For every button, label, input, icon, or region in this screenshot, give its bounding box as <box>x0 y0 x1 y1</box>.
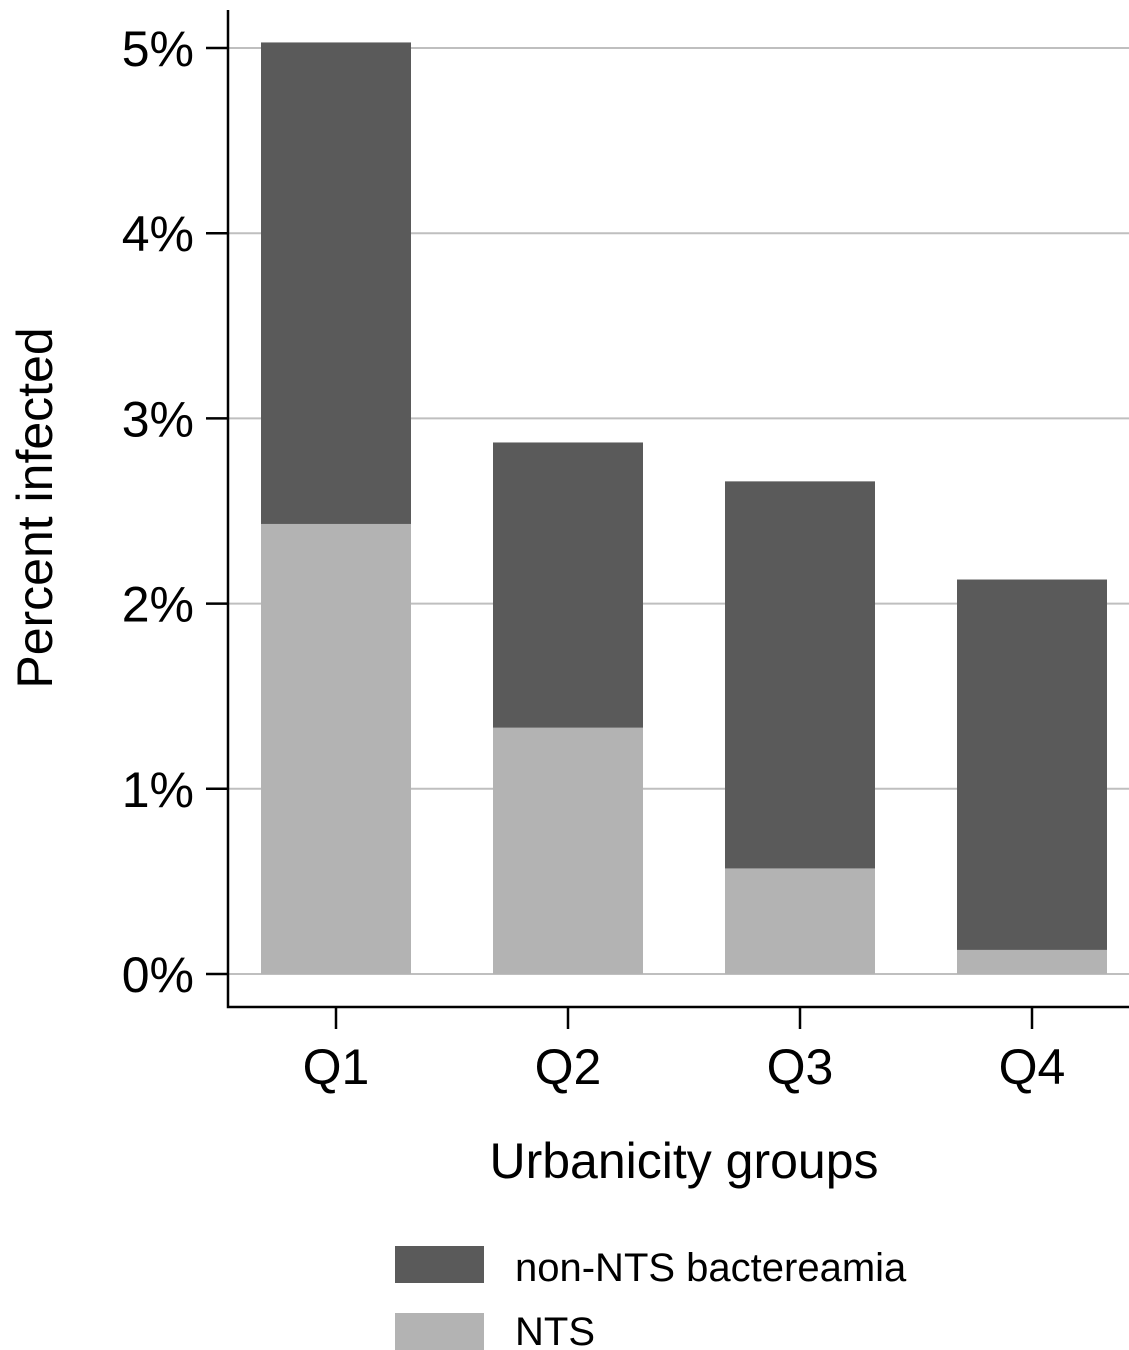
axes <box>226 10 1129 1009</box>
y-tick-label: 1% <box>122 762 194 818</box>
x-tick-label: Q2 <box>535 1039 602 1095</box>
bar-q4-non-nts <box>957 579 1107 950</box>
legend-swatch-nts <box>395 1313 484 1350</box>
y-tick-label: 3% <box>122 391 194 447</box>
y-tick-label: 5% <box>122 21 194 77</box>
y-axis-title: Percent infected <box>7 327 63 688</box>
bar-q1-non-nts <box>261 42 411 524</box>
y-tick-label: 2% <box>122 577 194 633</box>
legend-label-non-nts: non-NTS bactereamia <box>515 1246 907 1290</box>
y-tick-label: 0% <box>122 947 194 1003</box>
x-axis-title: Urbanicity groups <box>489 1133 878 1189</box>
x-tick-label: Q1 <box>303 1039 370 1095</box>
legend-label-nts: NTS <box>515 1310 595 1350</box>
x-tick-label: Q4 <box>999 1039 1066 1095</box>
bar-q1-nts <box>261 523 411 974</box>
legend: non-NTS bactereamia NTS <box>395 1246 907 1350</box>
x-tick-label: Q3 <box>767 1039 834 1095</box>
x-axis-ticks: Q1 Q2 Q3 Q4 <box>303 1007 1066 1095</box>
bar-q3-non-nts <box>725 481 875 869</box>
bar-q3-nts <box>725 868 875 974</box>
legend-swatch-non-nts <box>395 1246 484 1283</box>
bar-q2-non-nts <box>493 442 643 728</box>
y-tick-label: 4% <box>122 206 194 262</box>
y-axis-ticks: 0% 1% 2% 3% 4% 5% <box>122 21 228 1003</box>
bar-q2-nts <box>493 727 643 974</box>
axis-frame <box>226 10 1129 1009</box>
bar-q4-nts <box>957 949 1107 974</box>
bars <box>261 42 1107 974</box>
